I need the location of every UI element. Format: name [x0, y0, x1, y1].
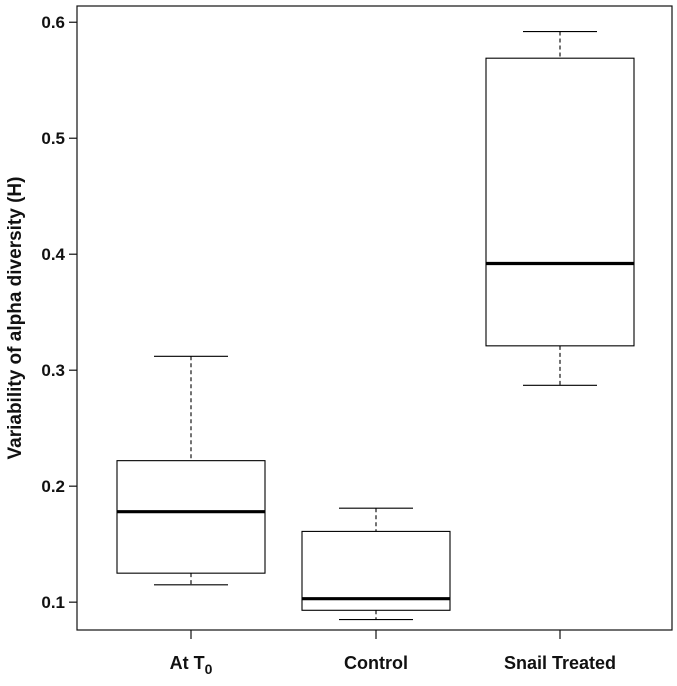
category-label: At T [170, 653, 205, 673]
iqr-box [116, 460, 266, 574]
y-axis: 0.1 0.2 0.3 0.4 0.5 0.6 [41, 13, 77, 612]
y-tick-label: 0.6 [41, 13, 65, 32]
category-label: Snail Treated [504, 653, 616, 673]
iqr-box [485, 57, 635, 347]
plot-frame [76, 5, 673, 631]
x-tick-label: At T0 [170, 653, 213, 677]
y-tick-label: 0.2 [41, 477, 65, 496]
x-axis: At T0 Control Snail Treated [170, 630, 616, 677]
box-series [116, 30, 635, 621]
box-1 [116, 355, 266, 586]
x-tick-label: Control [344, 653, 408, 673]
box-2 [301, 507, 451, 621]
box-3 [485, 30, 635, 386]
y-axis-title: Variability of alpha diversity (H) [5, 177, 26, 460]
y-tick-label: 0.5 [41, 129, 65, 148]
category-label: Control [344, 653, 408, 673]
y-tick-label: 0.1 [41, 593, 65, 612]
y-tick-label: 0.4 [41, 245, 65, 264]
y-tick-label: 0.3 [41, 361, 65, 380]
category-subscript: 0 [205, 661, 213, 677]
x-tick-label: Snail Treated [504, 653, 616, 673]
